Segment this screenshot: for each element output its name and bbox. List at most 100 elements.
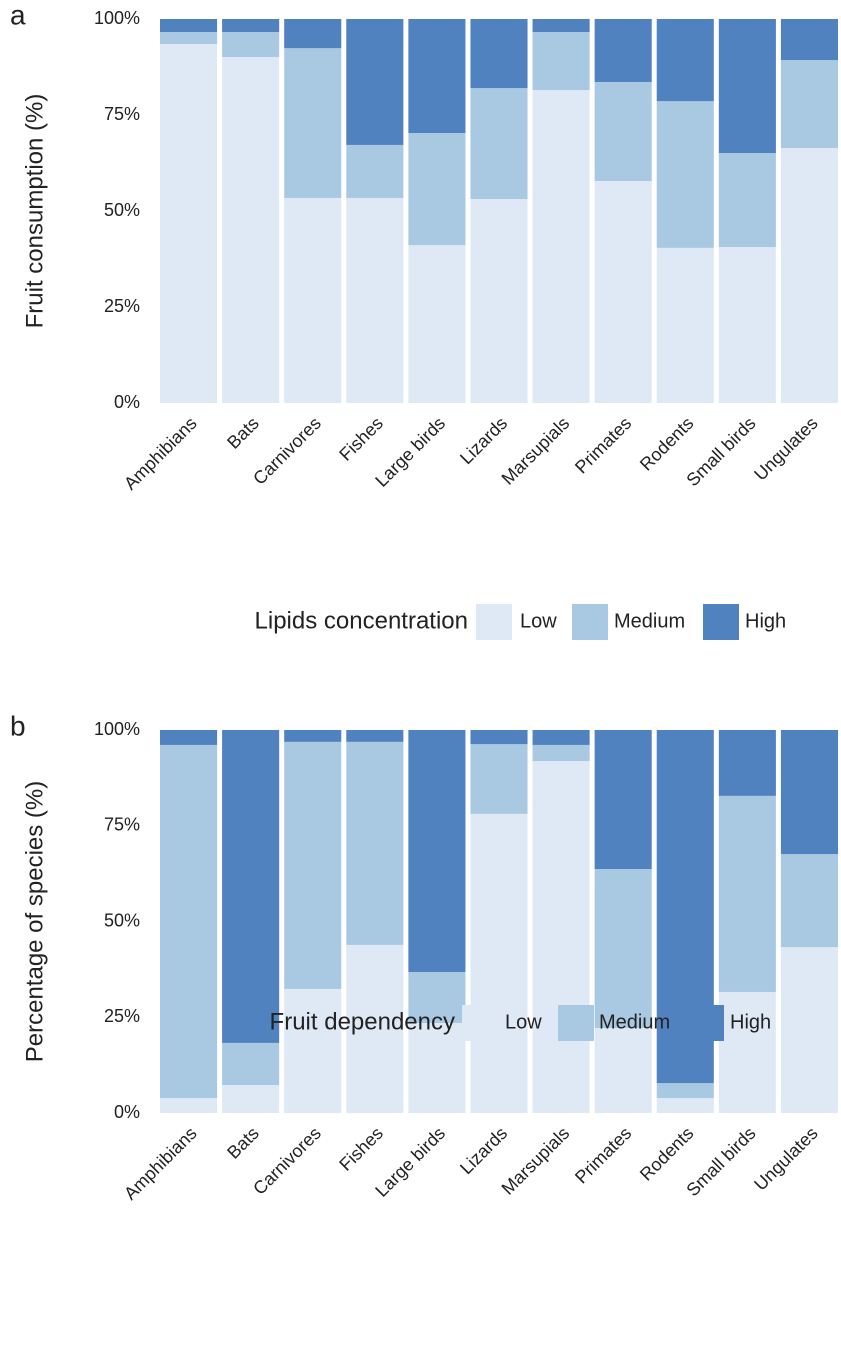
bar-segment [656,19,714,102]
x-tick-label: Fishes [335,413,387,465]
bar-segment [656,1083,714,1099]
x-tick-label: Amphibians [120,413,201,494]
y-tick-label: 75% [104,815,140,835]
x-tick-label: Carnivores [249,413,325,489]
legend-swatch [558,1005,594,1041]
bar-segment [718,19,776,154]
bar-segment [408,1022,466,1113]
x-tick-label: Marsupials [498,1123,574,1199]
bar-segment [222,19,280,33]
bar-segment [160,43,218,404]
bar-segment [470,730,528,745]
y-axis-title: Percentage of species (%) [21,781,48,1062]
bar-segment [346,144,404,198]
bar-segment [780,854,838,948]
bar-segment [656,1098,714,1113]
x-tick-label: Marsupials [498,413,574,489]
bar-segment [346,741,404,945]
bar-segment [284,730,342,742]
bar-segment [780,19,838,61]
y-tick-label: 25% [104,296,140,316]
bar-segment [780,947,838,1113]
bar-segment [718,247,776,403]
legend-swatch [462,1005,498,1041]
bar-segment [718,153,776,248]
bar-segment [346,197,404,403]
bar-segment [780,148,838,403]
x-tick-label: Fishes [335,1123,387,1175]
x-tick-label: Lizards [456,1123,511,1178]
bar-segment [718,991,776,1113]
panel-label: b [10,710,26,741]
bar-segment [346,944,404,1113]
y-tick-label: 50% [104,200,140,220]
x-tick-label: Bats [223,1123,263,1163]
bar-segment [160,1098,218,1113]
bar-segment [656,247,714,403]
legend-swatch [703,604,739,640]
y-tick-label: 75% [104,104,140,124]
bar-segment [532,19,590,33]
bar-segment [222,730,280,1043]
legend-swatch [572,604,608,640]
bar-segment [408,245,466,403]
legend-swatch [688,1005,724,1041]
bar-segment [594,181,652,403]
y-tick-label: 0% [114,392,140,412]
bar-segment [222,1042,280,1086]
bar-segment [160,19,218,33]
bar-segment [532,730,590,745]
bar-segment [222,32,280,58]
x-tick-label: Bats [223,413,263,453]
y-tick-label: 0% [114,1102,140,1122]
legend-title: Lipids concentration [255,607,468,634]
bar-segment [594,19,652,82]
bar-segment [408,972,466,1023]
legend-swatch [476,604,512,640]
bar-segment [470,88,528,200]
bar-segment [532,761,590,1113]
bar-segment [284,19,342,49]
bar-segment [284,48,342,198]
bar-segment [160,744,218,1099]
legend-label: Medium [599,1011,670,1033]
legend-label: Low [505,1011,542,1033]
y-tick-label: 50% [104,910,140,930]
legend-label: High [730,1011,771,1033]
y-tick-label: 100% [94,719,140,739]
x-tick-label: Lizards [456,413,511,468]
legend-label: High [745,610,786,632]
bar-segment [284,197,342,403]
bar-segment [408,19,466,134]
y-tick-label: 100% [94,8,140,28]
bar-segment [656,101,714,248]
x-tick-label: Carnivores [249,1123,325,1199]
x-tick-label: Rodents [636,1123,698,1185]
bar-segment [594,1027,652,1113]
bar-segment [346,19,404,145]
bar-segment [718,730,776,796]
bar-segment [284,988,342,1113]
x-tick-label: Ungulates [750,413,821,484]
bar-segment [470,19,528,89]
bar-segment [532,744,590,762]
y-axis-title: Fruit consumption (%) [21,94,48,329]
bar-segment [346,730,404,742]
bar-segment [780,60,838,149]
bar-segment [780,730,838,855]
x-tick-label: Ungulates [750,1123,821,1194]
bar-segment [408,133,466,246]
bar-segment [532,90,590,403]
x-tick-label: Rodents [636,413,698,475]
legend-title: Fruit dependency [270,1008,455,1035]
legend-label: Medium [614,610,685,632]
bar-segment [160,32,218,44]
panel-label: a [10,0,26,30]
bar-segment [222,1085,280,1113]
legend-label: Low [520,610,557,632]
y-tick-label: 25% [104,1006,140,1026]
bar-segment [718,795,776,992]
bar-segment [594,81,652,182]
bar-segment [284,741,342,989]
